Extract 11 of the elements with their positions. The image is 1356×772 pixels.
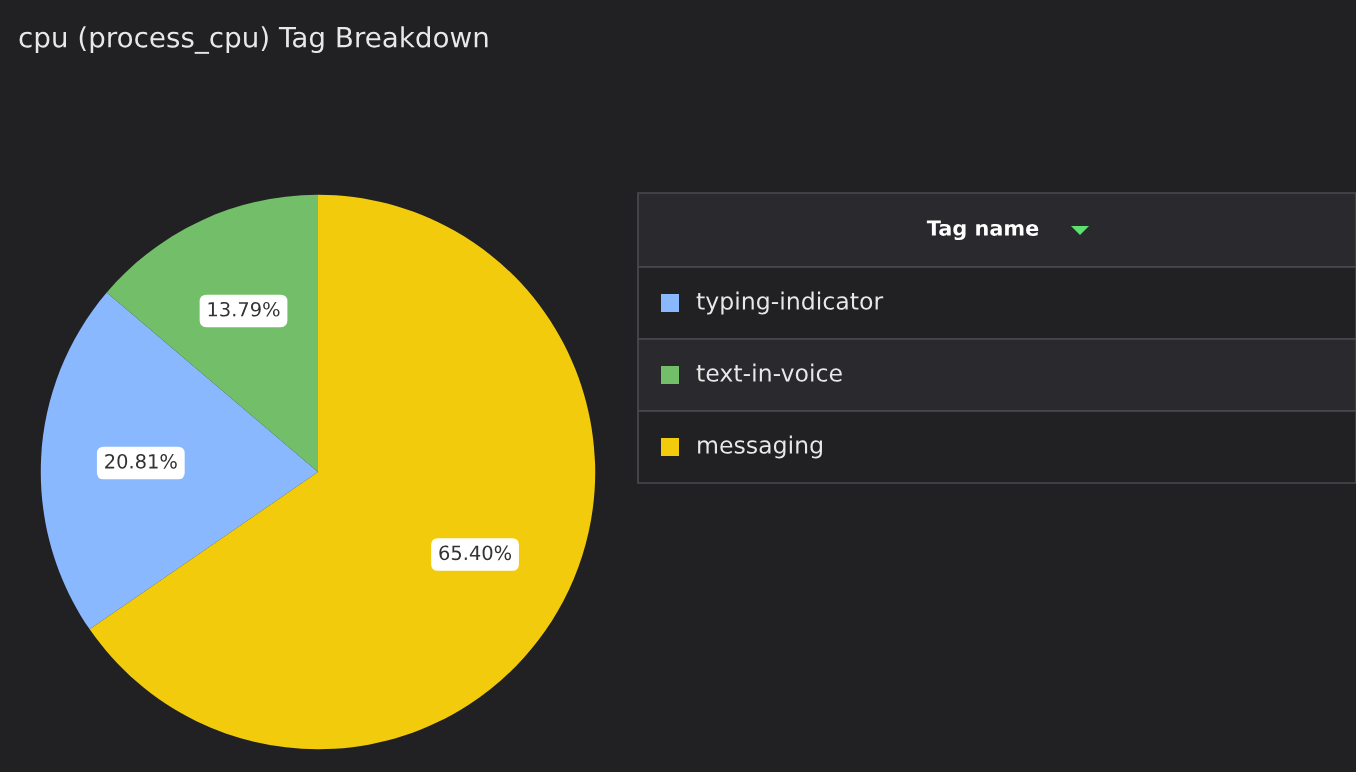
pie-slice xyxy=(89,194,596,750)
legend-title: Tag name xyxy=(926,220,1039,241)
data-label: 13.79% xyxy=(208,301,280,317)
pie-slice xyxy=(40,292,318,630)
data-label: 65.40% xyxy=(439,545,512,561)
chart-title: cpu (process_cpu) Tag Breakdown xyxy=(19,26,488,54)
legend-label: messaging xyxy=(698,435,822,459)
legend-label: typing-indicator xyxy=(696,291,884,315)
legend-label: text-in-voice xyxy=(696,363,842,382)
pie-slice xyxy=(106,194,318,472)
data-label: 20.81% xyxy=(105,453,177,469)
